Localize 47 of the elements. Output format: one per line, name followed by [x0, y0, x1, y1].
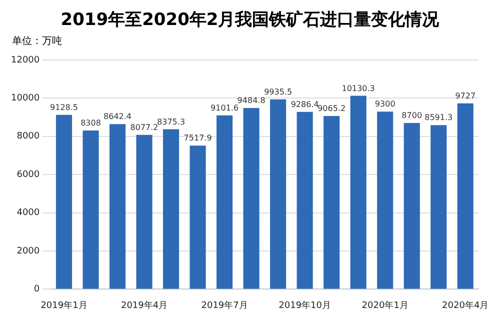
bar — [296, 112, 313, 289]
x-tick-label: 2019年4月 — [120, 300, 168, 311]
data-label: 8700 — [402, 111, 422, 120]
data-label: 9101.6 — [210, 103, 239, 112]
data-label: 9484.8 — [237, 96, 266, 106]
chart-title: 2019年至2020年2月我国铁矿石进口量变化情况 — [60, 9, 440, 32]
data-label: 9065.2 — [318, 104, 346, 114]
bar — [350, 96, 366, 289]
y-tick-label: 10000 — [10, 94, 40, 104]
x-tick-label: 2020年4月 — [442, 300, 489, 311]
y-tick-label: 8000 — [16, 132, 40, 142]
data-label: 8642.4 — [104, 112, 132, 122]
bar — [430, 125, 447, 289]
bar — [56, 114, 72, 289]
bar — [377, 112, 394, 289]
y-tick-label: 6000 — [16, 170, 40, 180]
x-tick-label: 2019年7月 — [201, 300, 248, 311]
data-label: 8375.3 — [157, 117, 186, 126]
bar — [404, 123, 420, 289]
bar — [324, 116, 340, 289]
bar — [270, 99, 286, 289]
y-tick-label: 4000 — [16, 208, 40, 218]
data-label: 9727 — [455, 91, 476, 100]
bar — [109, 124, 126, 289]
bar — [136, 134, 152, 289]
data-label: 8077.2 — [130, 123, 158, 132]
y-tick-label: 2000 — [16, 246, 40, 256]
y-tick-label: 12000 — [10, 55, 40, 66]
y-axis-title: 单位：万吨 — [11, 34, 63, 47]
x-tick-label: 2019年10月 — [278, 300, 332, 311]
y-tick-label: 0 — [34, 284, 40, 295]
x-tick-label: 2019年1月 — [40, 300, 88, 311]
data-label: 10130.3 — [342, 84, 375, 93]
data-label: 9128.5 — [50, 102, 78, 112]
bar — [457, 103, 474, 289]
data-label: 9935.5 — [264, 88, 292, 97]
bar — [216, 115, 233, 289]
data-label: 7517.9 — [184, 134, 212, 143]
bar — [243, 108, 260, 289]
bar — [82, 130, 99, 289]
data-label: 9300 — [374, 100, 396, 109]
x-tick-label: 2020年1月 — [362, 300, 408, 311]
data-label: 9286.4 — [290, 100, 319, 109]
data-label: 8308 — [80, 118, 101, 128]
bar — [163, 129, 180, 289]
data-label: 8591.3 — [424, 113, 453, 122]
bar — [190, 146, 206, 289]
